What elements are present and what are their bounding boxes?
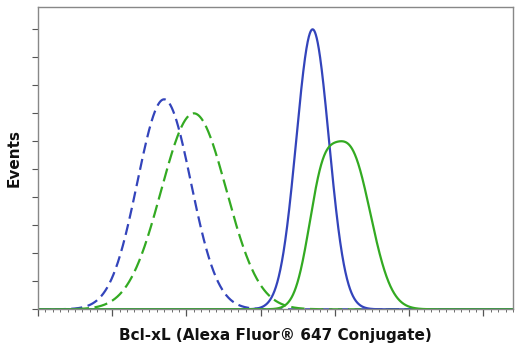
X-axis label: Bcl-xL (Alexa Fluor® 647 Conjugate): Bcl-xL (Alexa Fluor® 647 Conjugate) bbox=[119, 328, 432, 343]
Y-axis label: Events: Events bbox=[7, 129, 22, 187]
